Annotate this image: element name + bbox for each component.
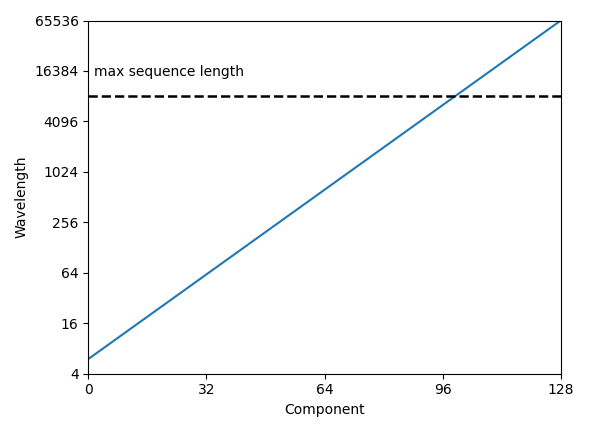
X-axis label: Component: Component [284, 403, 365, 417]
Text: max sequence length: max sequence length [94, 65, 244, 79]
Y-axis label: Wavelength: Wavelength [15, 156, 29, 238]
